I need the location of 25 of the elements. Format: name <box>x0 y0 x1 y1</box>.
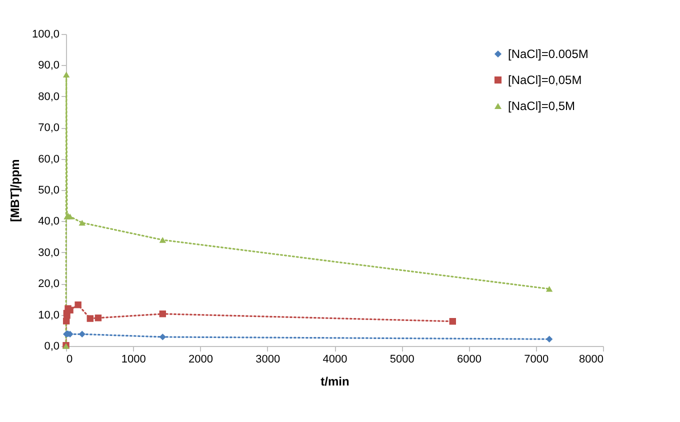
y-tick-label: 10,0 <box>38 309 60 322</box>
y-tick-label: 0,0 <box>44 340 60 352</box>
x-tick-label: 1000 <box>121 354 146 366</box>
y-tick-label: 80,0 <box>38 90 60 103</box>
y-tick-label: 50,0 <box>38 184 60 196</box>
x-axis-title: t/min <box>320 374 350 388</box>
y-tick-label: 20,0 <box>38 278 60 290</box>
legend-label: [NaCl]=0,05M <box>508 73 582 87</box>
y-tick-label: 100,0 <box>32 28 60 40</box>
x-tick-label: 3000 <box>256 354 280 366</box>
x-tick-label: 4000 <box>322 354 348 366</box>
x-tick-label: 0 <box>66 354 73 366</box>
y-tick-label: 30,0 <box>38 246 60 259</box>
x-tick-label: 6000 <box>457 354 482 366</box>
y-axis-title: [MBT]/ppm <box>8 159 22 222</box>
y-tick-label: 40,0 <box>38 216 60 228</box>
legend-label: [NaCl]=0.005M <box>508 47 588 61</box>
legend-label: [NaCl]=0,5M <box>508 99 576 113</box>
x-tick-label: 5000 <box>390 354 414 366</box>
x-tick-label: 7000 <box>524 354 549 366</box>
x-tick-label: 8000 <box>579 354 604 366</box>
y-tick-label: 60,0 <box>38 153 60 166</box>
y-tick-label: 70,0 <box>38 122 60 134</box>
y-tick-label: 90,0 <box>38 60 60 72</box>
x-tick-label: 2000 <box>188 354 213 366</box>
